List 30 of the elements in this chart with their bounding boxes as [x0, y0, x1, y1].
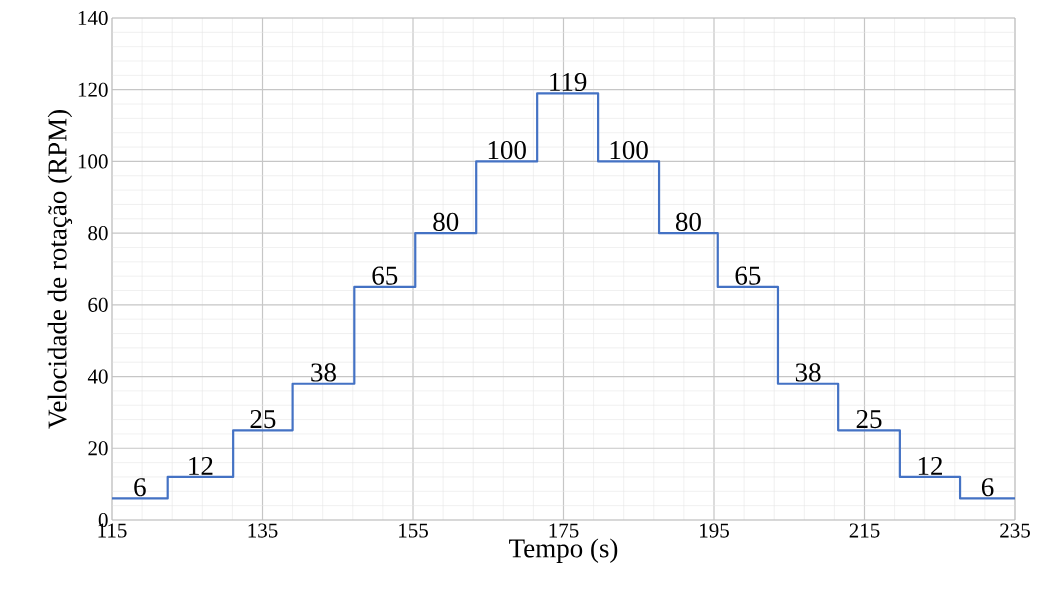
- x-tick-label: 215: [849, 523, 880, 538]
- y-tick-label: 80: [88, 226, 108, 241]
- data-label: 38: [795, 363, 821, 382]
- data-label: 12: [189, 456, 213, 475]
- y-tick-label: 20: [88, 441, 108, 456]
- data-label: 25: [250, 410, 276, 429]
- data-label: 25: [856, 410, 882, 429]
- y-tick-label: 120: [78, 82, 108, 97]
- y-tick-label: 100: [78, 154, 108, 169]
- y-tick-label: 140: [78, 10, 108, 26]
- data-label: 119: [550, 72, 587, 92]
- data-label: 6: [134, 478, 146, 497]
- data-label: 100: [488, 141, 526, 160]
- data-label: 6: [981, 478, 994, 497]
- y-tick-label: 40: [87, 369, 108, 384]
- data-label: 12: [918, 456, 942, 475]
- x-tick-label: 235: [1000, 523, 1030, 538]
- x-tick-label: 175: [549, 523, 579, 538]
- y-axis-title: Velocidade de rotação (RPM): [47, 110, 73, 429]
- x-tick-label: 195: [700, 523, 729, 538]
- x-tick-label: 155: [399, 523, 428, 538]
- y-tick-label: 60: [88, 297, 108, 312]
- data-label: 38: [311, 363, 336, 382]
- data-label: 65: [372, 266, 398, 285]
- data-label: 80: [675, 212, 701, 231]
- x-tick-label: 135: [248, 523, 278, 538]
- data-label: 100: [610, 141, 648, 160]
- data-label: 65: [735, 266, 761, 285]
- data-label: 80: [433, 212, 459, 231]
- x-axis-title: Tempo (s): [509, 538, 618, 563]
